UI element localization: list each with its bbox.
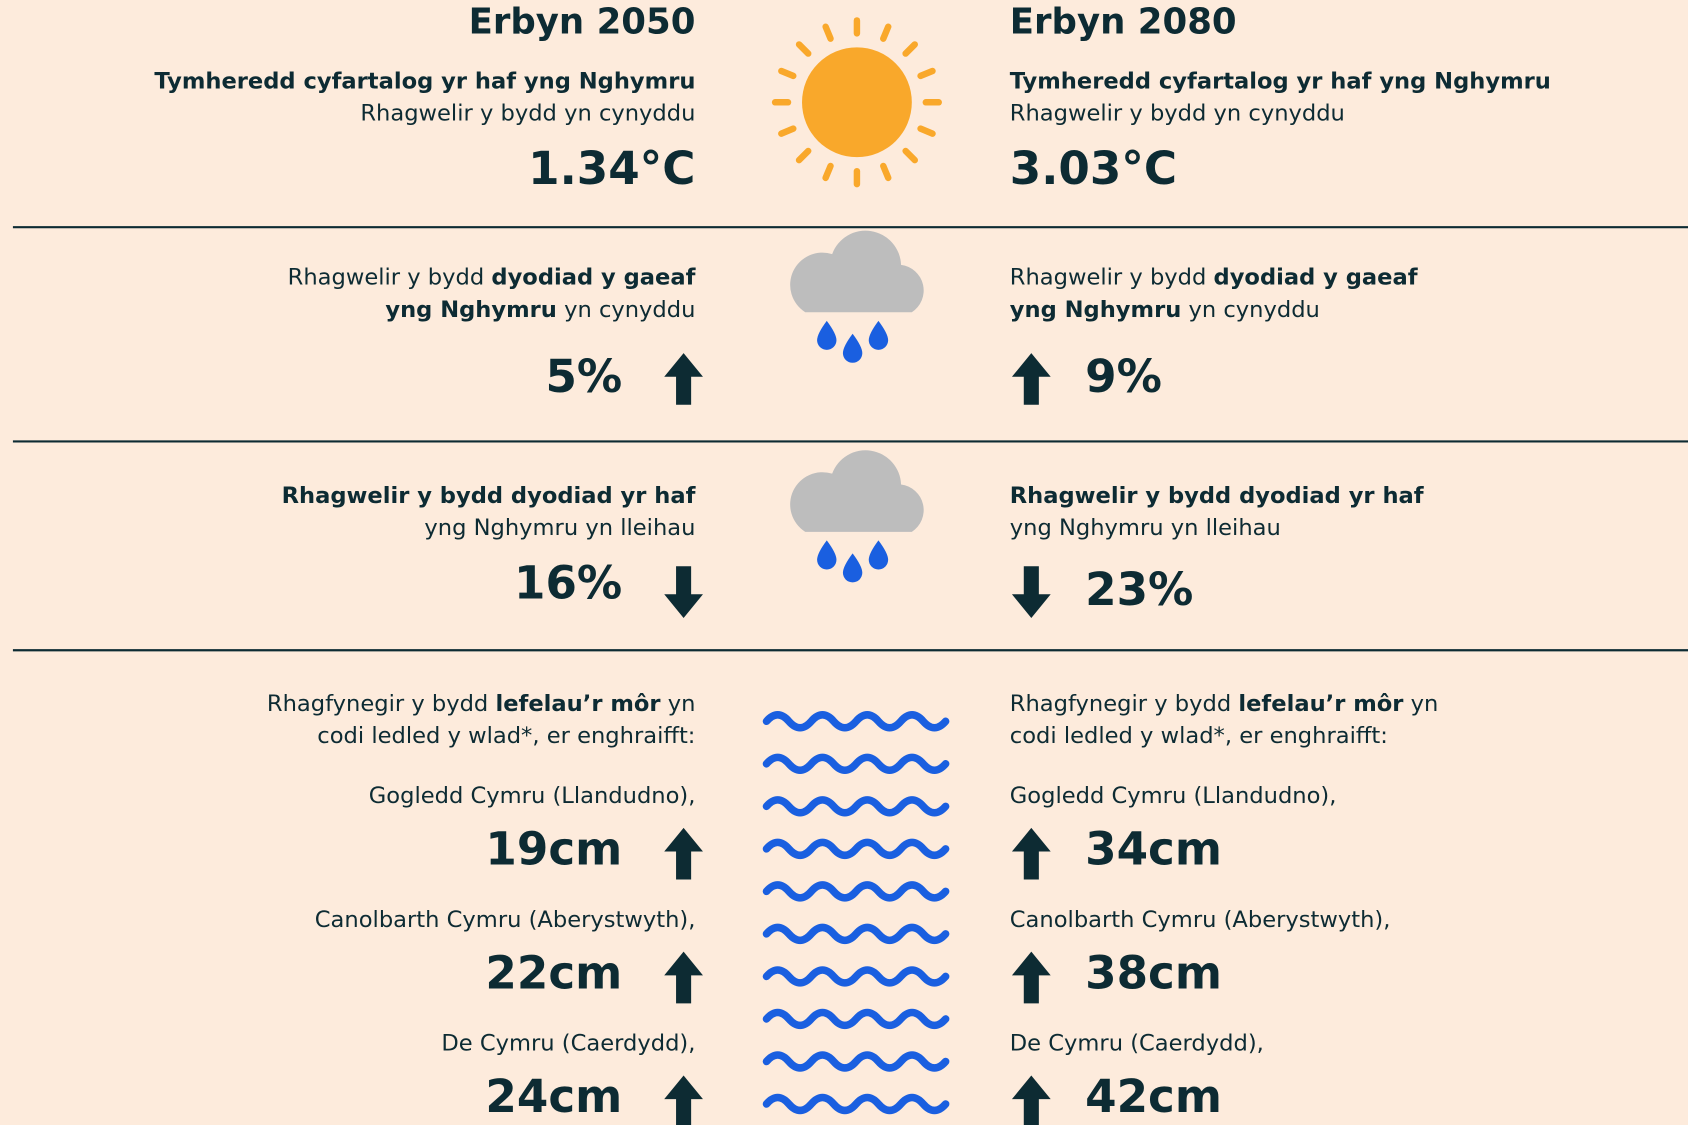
sea-level-text: Rhagfynegir y bydd lefelau’r môr yn xyxy=(267,691,696,717)
text-part: Rhagfynegir y bydd xyxy=(1010,691,1239,717)
sun-ray xyxy=(822,162,834,182)
sun-ray xyxy=(795,41,812,57)
sea-level-text: Rhagfynegir y bydd lefelau’r môr yn xyxy=(1010,691,1439,717)
wave xyxy=(762,923,950,945)
sun-icon xyxy=(771,17,942,188)
rain-cloud-icon xyxy=(790,450,924,583)
arrow-up xyxy=(1011,353,1051,405)
sun-ray xyxy=(795,147,812,164)
sun-ray xyxy=(822,23,834,42)
summer-rain-text: yng Nghymru yn lleihau xyxy=(424,515,695,541)
summer-rain-text: yng Nghymru yn lleihau xyxy=(1010,515,1281,541)
sun-ray xyxy=(778,67,797,80)
text-part: yn cynyddu xyxy=(557,297,696,323)
arrow-up xyxy=(664,1075,703,1125)
sea-level-value: 24cm xyxy=(485,1070,622,1123)
temperature-title: Tymheredd cyfartalog yr haf yng Nghymru xyxy=(154,68,695,94)
arrow-up xyxy=(664,951,703,1004)
sun-ray xyxy=(902,147,919,164)
rain-drop xyxy=(868,320,889,350)
wave xyxy=(762,838,950,860)
sea-level-value: 22cm xyxy=(485,946,622,999)
winter-rain-text: Rhagwelir y bydd dyodiad y gaeaf xyxy=(1010,264,1419,290)
text-part: lefelau’r môr xyxy=(1238,691,1404,717)
rain-cloud-icon xyxy=(790,230,924,363)
place-name: De Cymru (Caerdydd), xyxy=(1010,1031,1264,1057)
text-part: yn xyxy=(661,691,696,717)
column-header: Erbyn 2080 xyxy=(1010,2,1237,43)
winter-rain-value: 9% xyxy=(1085,350,1162,403)
winter-rain-value: 5% xyxy=(545,350,622,403)
temperature-value: 1.34°C xyxy=(528,142,695,195)
temperature-subtitle: Rhagwelir y bydd yn cynyddu xyxy=(1010,101,1345,127)
place-name: Gogledd Cymru (Llandudno), xyxy=(369,783,696,809)
text-part: Rhagfynegir y bydd xyxy=(267,691,496,717)
wave xyxy=(762,1093,950,1115)
summer-rain-value: 16% xyxy=(514,557,622,610)
text-part: lefelau’r môr xyxy=(495,691,661,717)
text-part: yng Nghymru xyxy=(385,297,557,323)
arrow-up xyxy=(1011,1075,1051,1125)
summer-rain-value: 23% xyxy=(1085,563,1193,616)
rain-drop xyxy=(842,333,863,363)
sea-level-text: codi ledled y wlad*, er enghraifft: xyxy=(1010,723,1388,749)
wave xyxy=(762,753,950,774)
rain-drop xyxy=(817,320,837,350)
sea-level-value: 34cm xyxy=(1085,823,1222,876)
temperature-title: Tymheredd cyfartalog yr haf yng Nghymru xyxy=(1010,68,1551,94)
wave xyxy=(762,966,950,987)
text-part: yn cynyddu xyxy=(1181,297,1320,323)
rain-drop xyxy=(868,540,889,570)
arrow-up xyxy=(1011,951,1051,1004)
rain-drop xyxy=(842,553,863,583)
winter-rain-text: yng Nghymru yn cynyddu xyxy=(385,297,695,323)
text-part: yn xyxy=(1403,691,1438,717)
sea-level-value: 19cm xyxy=(485,823,622,876)
divider-lines xyxy=(12,226,1688,652)
wave xyxy=(762,881,950,902)
arrow-up xyxy=(664,827,703,880)
winter-rain-text: Rhagwelir y bydd dyodiad y gaeaf xyxy=(288,264,697,290)
wave xyxy=(762,796,950,817)
wave xyxy=(762,1008,950,1030)
wave xyxy=(762,711,950,732)
sea-level-text: codi ledled y wlad*, er enghraifft: xyxy=(317,723,695,749)
wave xyxy=(762,1051,950,1072)
cloud xyxy=(790,450,924,532)
winter-rain-text: yng Nghymru yn cynyddu xyxy=(1010,297,1320,323)
text-part: yng Nghymru xyxy=(1010,297,1182,323)
text-part: dyodiad y gaeaf xyxy=(1214,264,1419,290)
sun-ray xyxy=(917,67,936,80)
place-name: Canolbarth Cymru (Aberystwyth), xyxy=(1010,907,1391,933)
temperature-value: 3.03°C xyxy=(1010,142,1177,195)
arrow-down xyxy=(664,566,703,618)
column-header: Erbyn 2050 xyxy=(469,2,696,43)
arrow-up xyxy=(1011,827,1051,880)
sun-ray xyxy=(917,125,936,137)
summer-rain-text: Rhagwelir y bydd dyodiad yr haf xyxy=(282,483,697,509)
text-part: dyodiad y gaeaf xyxy=(491,264,696,290)
sun-ray xyxy=(778,125,797,137)
place-name: Gogledd Cymru (Llandudno), xyxy=(1010,783,1337,809)
summer-rain-text: Rhagwelir y bydd dyodiad yr haf xyxy=(1010,483,1425,509)
rain-drop xyxy=(817,540,837,570)
sea-level-value: 42cm xyxy=(1085,1070,1222,1123)
temperature-subtitle: Rhagwelir y bydd yn cynyddu xyxy=(360,101,695,127)
arrow-down xyxy=(1011,566,1051,618)
sun-ray xyxy=(880,162,892,182)
sun-ray xyxy=(902,41,919,57)
sun-ray xyxy=(880,23,892,42)
sea-level-value: 38cm xyxy=(1085,946,1222,999)
cloud xyxy=(790,230,924,313)
place-name: Canolbarth Cymru (Aberystwyth), xyxy=(315,907,696,933)
place-name: De Cymru (Caerdydd), xyxy=(441,1031,695,1057)
arrow-up xyxy=(664,353,703,405)
text-part: Rhagwelir y bydd xyxy=(288,264,492,290)
text-part: Rhagwelir y bydd xyxy=(1010,264,1214,290)
